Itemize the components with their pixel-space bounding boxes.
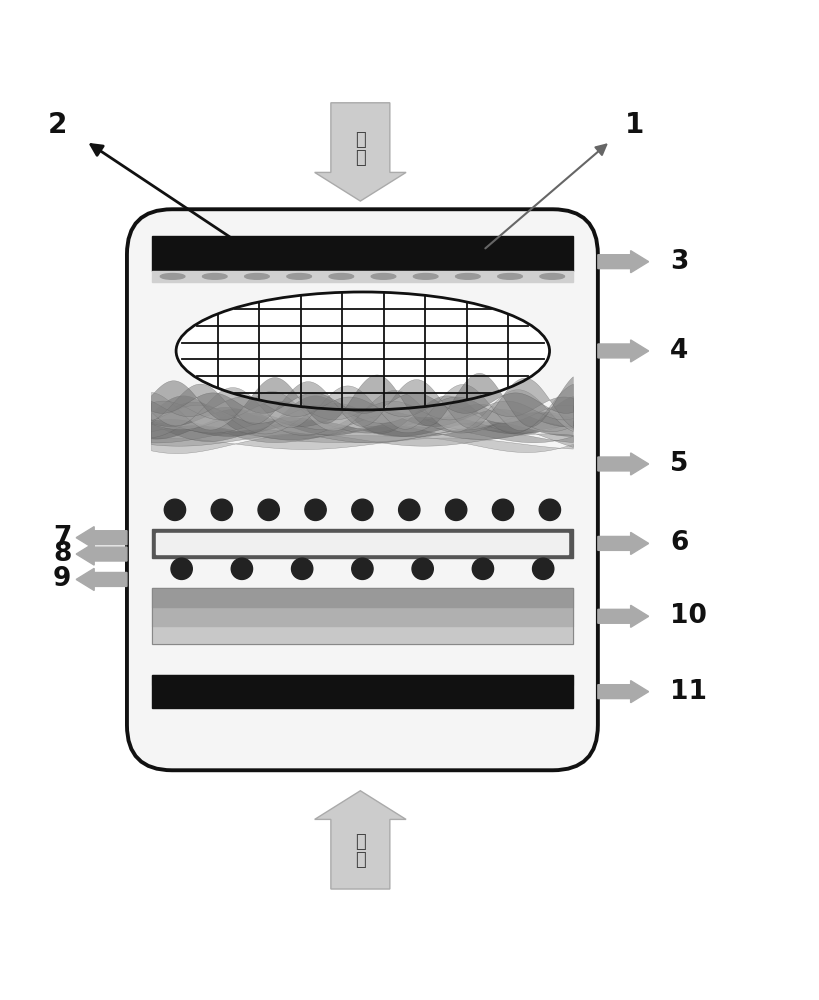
Polygon shape [152,384,573,431]
Circle shape [305,499,326,520]
Circle shape [171,558,192,579]
Circle shape [492,499,514,520]
Polygon shape [152,390,573,432]
Polygon shape [152,396,573,433]
FancyArrow shape [598,340,649,362]
Polygon shape [152,407,573,438]
FancyArrow shape [76,568,127,590]
Bar [152,271,573,282]
FancyArrow shape [598,605,649,627]
FancyArrow shape [598,453,649,475]
Bar [152,675,573,685]
FancyArrow shape [314,103,406,201]
Polygon shape [152,420,573,441]
Bar [152,607,573,626]
Text: 8: 8 [53,541,71,567]
Ellipse shape [371,274,396,279]
FancyArrow shape [598,532,649,554]
Text: 10: 10 [670,603,707,629]
Polygon shape [152,435,573,454]
Text: 2: 2 [48,111,67,139]
Bar [156,533,568,554]
Ellipse shape [287,274,311,279]
Text: 4: 4 [670,338,688,364]
Text: 3: 3 [670,249,688,275]
Polygon shape [152,378,573,428]
Bar [152,236,573,271]
Polygon shape [152,419,573,443]
FancyArrow shape [76,527,127,549]
Bar [152,529,573,558]
Text: 用
料: 用 料 [355,131,366,167]
Text: 6: 6 [670,530,688,556]
Ellipse shape [202,274,227,279]
Circle shape [292,558,313,579]
Bar [152,588,573,607]
Text: 5: 5 [670,451,688,477]
Circle shape [352,558,373,579]
Polygon shape [152,414,573,439]
Circle shape [532,558,554,579]
Ellipse shape [455,274,480,279]
Ellipse shape [161,274,185,279]
Circle shape [352,499,373,520]
Circle shape [539,499,560,520]
Circle shape [412,558,433,579]
Ellipse shape [540,274,564,279]
Bar [152,588,573,644]
Circle shape [165,499,186,520]
Text: 11: 11 [670,679,707,705]
Bar [152,675,573,708]
Ellipse shape [245,274,269,279]
Circle shape [446,499,467,520]
Polygon shape [152,373,573,427]
Polygon shape [152,402,573,434]
Text: 7: 7 [53,525,71,551]
Circle shape [473,558,494,579]
Ellipse shape [498,274,523,279]
Polygon shape [152,426,573,447]
Circle shape [211,499,233,520]
FancyBboxPatch shape [127,209,598,770]
FancyArrow shape [598,251,649,273]
FancyArrow shape [314,791,406,889]
Text: 1: 1 [625,111,645,139]
Circle shape [399,499,420,520]
Circle shape [231,558,252,579]
Bar [152,626,573,644]
FancyArrow shape [76,543,127,565]
Ellipse shape [329,274,354,279]
Ellipse shape [176,292,550,410]
FancyArrow shape [598,681,649,703]
Text: 放
出: 放 出 [355,833,366,869]
Ellipse shape [414,274,438,279]
Circle shape [258,499,279,520]
Text: 9: 9 [53,566,71,592]
